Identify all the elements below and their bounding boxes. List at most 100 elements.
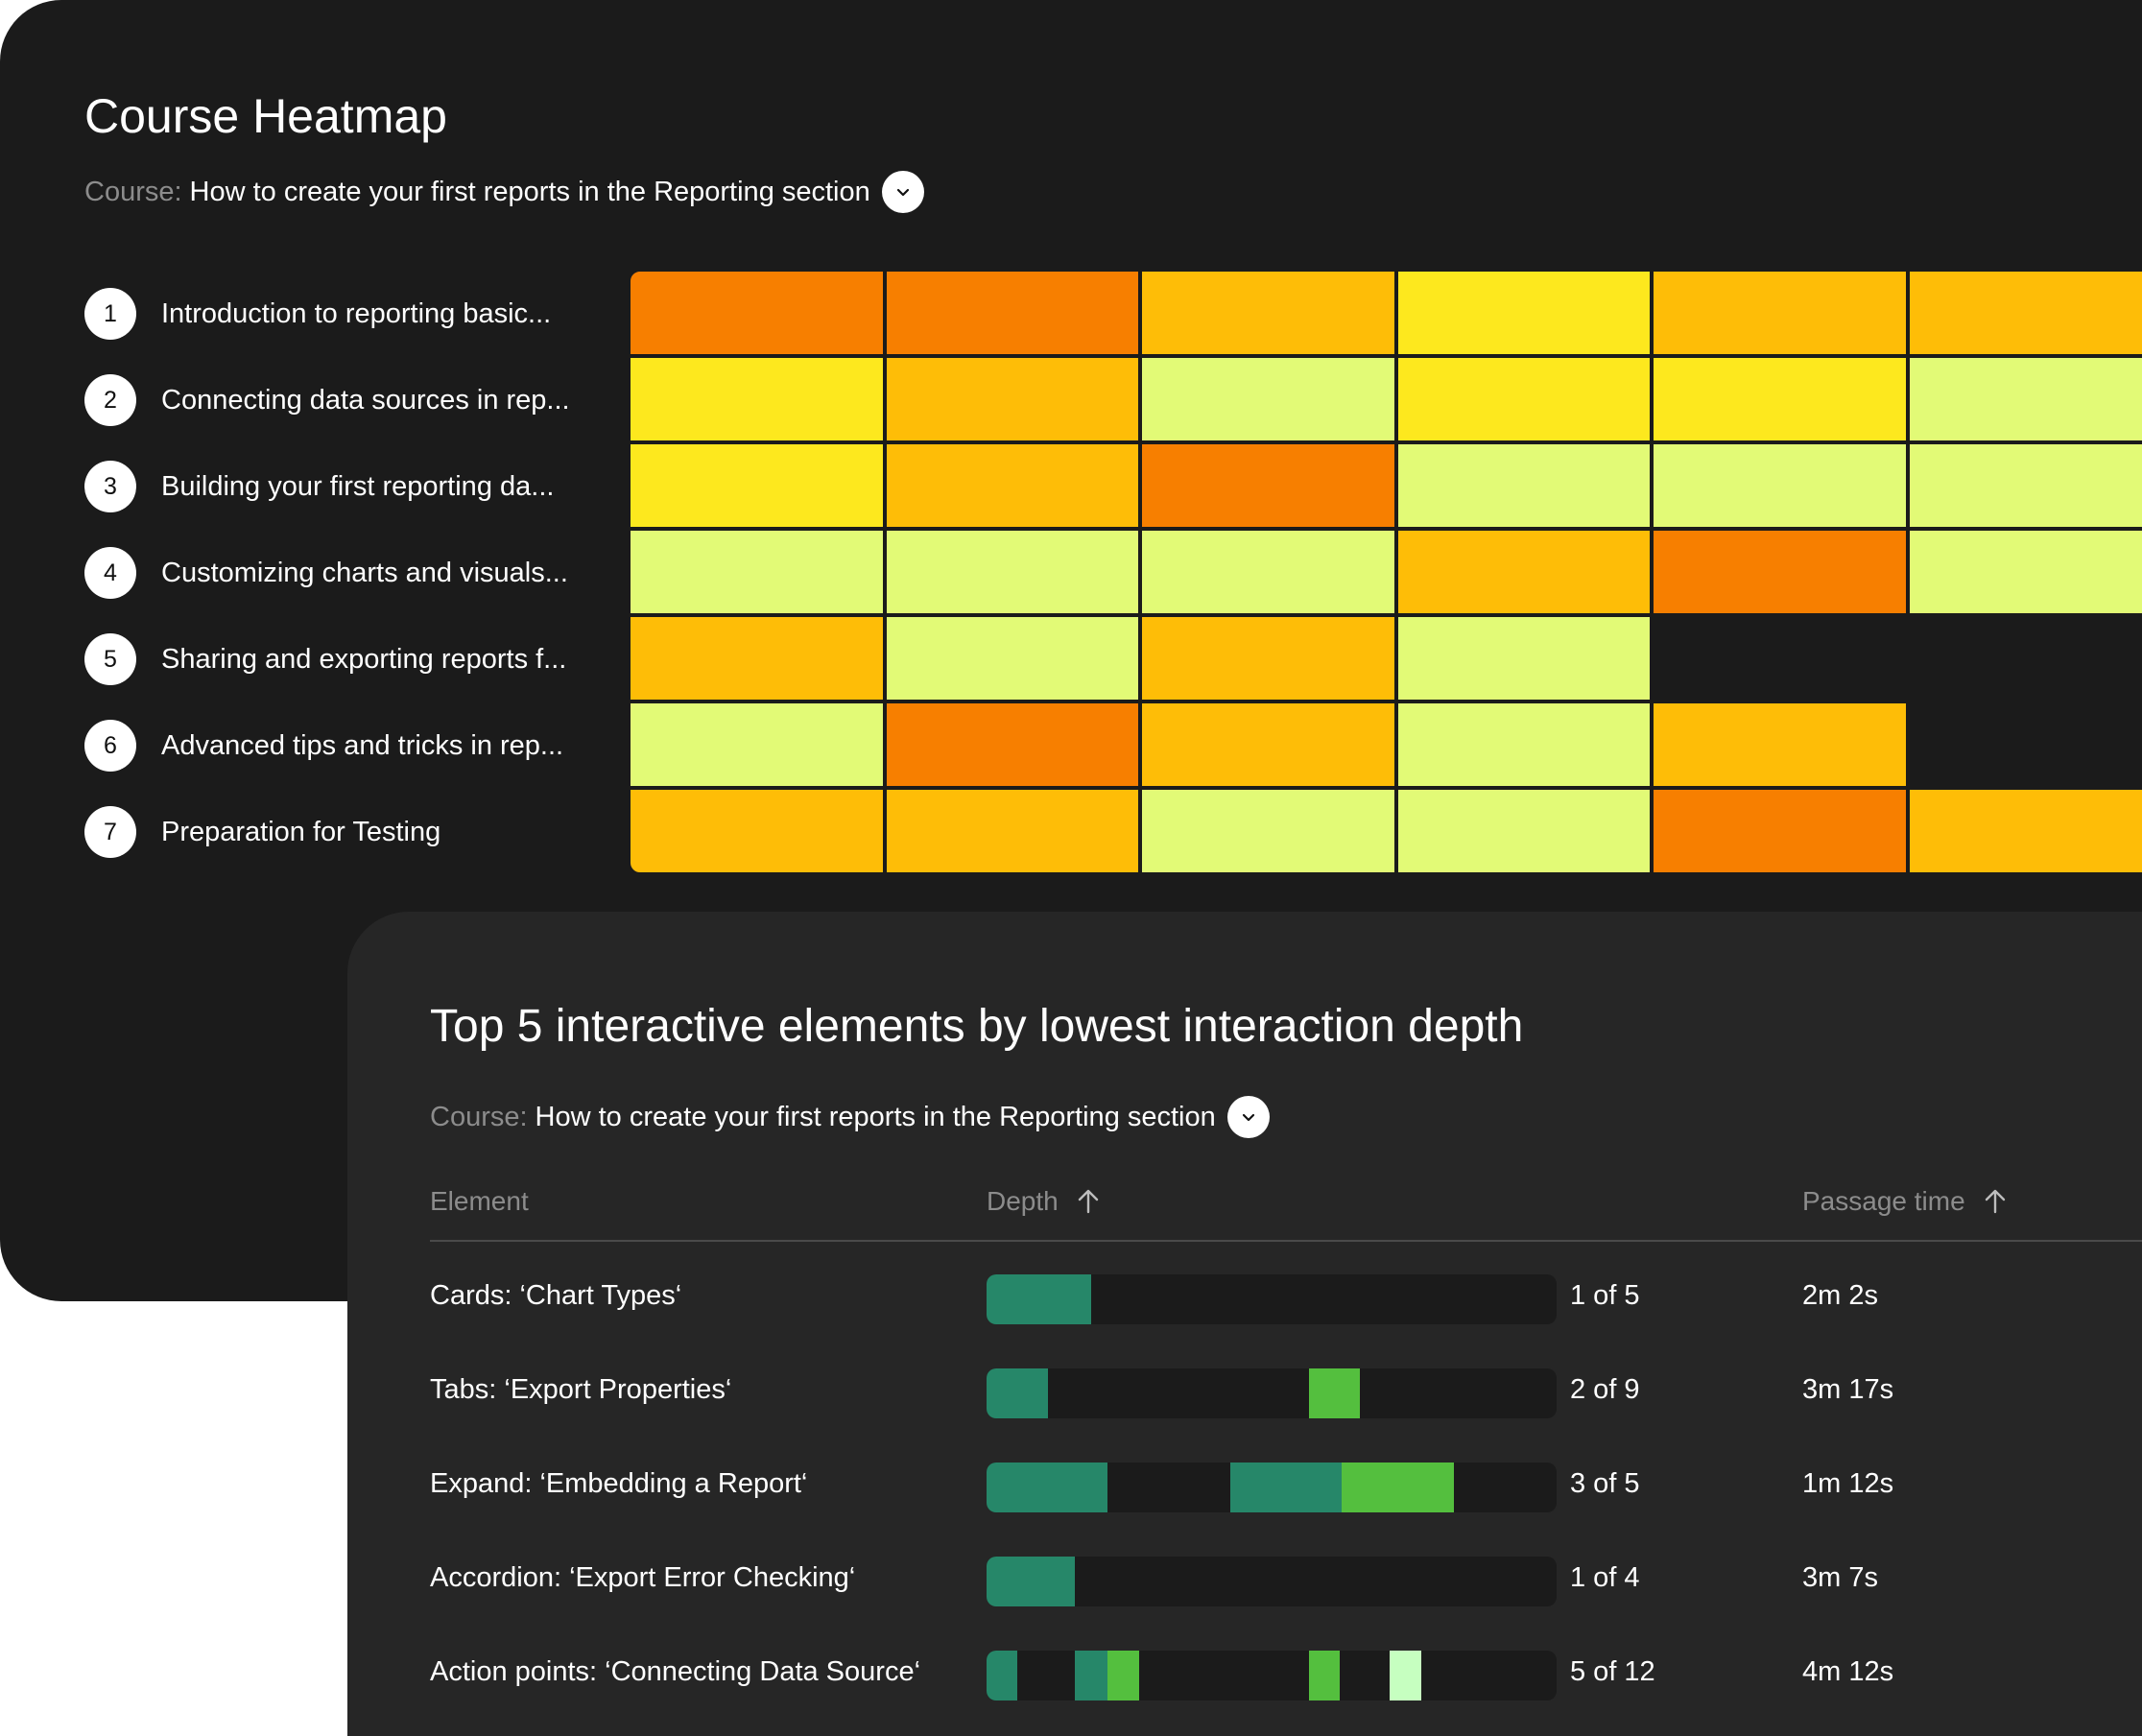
heatmap-cell[interactable] [884, 529, 1140, 615]
heatmap-cell[interactable] [1652, 270, 1908, 356]
depth-bar [987, 1368, 1557, 1418]
course-value[interactable]: How to create your first reports in the … [189, 176, 870, 207]
heatmap-cell[interactable] [629, 270, 885, 356]
lesson-title: Advanced tips and tricks in rep... [161, 729, 564, 761]
heatmap-cell[interactable] [1907, 356, 2142, 442]
heatmap-cell[interactable] [1140, 356, 1396, 442]
interaction-depth-card: Top 5 interactive elements by lowest int… [347, 912, 2142, 1736]
passage-time-value: 4m 12s [1802, 1656, 1894, 1687]
lesson-number: 2 [84, 374, 136, 426]
heatmap-cell[interactable] [629, 356, 885, 442]
heatmap-cell[interactable] [1140, 702, 1396, 788]
heatmap-cell[interactable] [629, 442, 885, 529]
lesson-item[interactable]: 2 Connecting data sources in rep... [84, 374, 570, 426]
column-time-label: Passage time [1802, 1186, 1965, 1216]
heatmap-cell[interactable] [1395, 788, 1652, 874]
depth-segment [1230, 1463, 1343, 1512]
heatmap-cell[interactable] [1395, 442, 1652, 529]
depth-segment [987, 1651, 1018, 1700]
heatmap-cell[interactable] [884, 702, 1140, 788]
element-name: Tabs: ‘Export Properties‘ [430, 1374, 732, 1405]
lesson-title: Building your first reporting da... [161, 470, 555, 502]
depth-segment [987, 1274, 1091, 1324]
heatmap-cell[interactable] [1652, 442, 1908, 529]
course-heatmap-card: Course Heatmap Course: How to create you… [0, 0, 2142, 1301]
element-name: Action points: ‘Connecting Data Source‘ [430, 1656, 921, 1687]
depth-card-title: Top 5 interactive elements by lowest int… [430, 1001, 1524, 1052]
depth-segment [1075, 1651, 1107, 1700]
heatmap-cell[interactable] [1652, 529, 1908, 615]
passage-time-value: 3m 17s [1802, 1374, 1894, 1405]
heatmap-cell[interactable] [1140, 788, 1396, 874]
lesson-title: Preparation for Testing [161, 816, 441, 847]
lesson-item[interactable]: 1 Introduction to reporting basic... [84, 288, 551, 340]
heatmap-cell[interactable] [629, 702, 885, 788]
lesson-number: 7 [84, 806, 136, 858]
heatmap-cell[interactable] [1140, 442, 1396, 529]
heatmap-cell[interactable] [1907, 270, 2142, 356]
element-name: Expand: ‘Embedding a Report‘ [430, 1468, 808, 1499]
course-selector[interactable]: Course: How to create your first reports… [430, 1096, 1270, 1138]
heatmap-cell[interactable] [884, 615, 1140, 702]
depth-segment [1342, 1463, 1455, 1512]
chevron-down-icon[interactable] [1226, 1096, 1270, 1138]
column-header-passage-time[interactable]: Passage time [1802, 1186, 2008, 1217]
lesson-number: 4 [84, 547, 136, 599]
heatmap-cell[interactable] [1395, 356, 1652, 442]
lesson-item[interactable]: 3 Building your first reporting da... [84, 461, 554, 512]
course-value[interactable]: How to create your first reports in the … [535, 1101, 1216, 1132]
depth-segment [1107, 1651, 1140, 1700]
lesson-item[interactable]: 7 Preparation for Testing [84, 806, 440, 858]
heatmap-cell[interactable] [629, 788, 885, 874]
column-header-depth[interactable]: Depth [987, 1186, 1101, 1217]
heatmap-cell[interactable] [629, 615, 885, 702]
depth-segment [1309, 1651, 1341, 1700]
heatmap-cell[interactable] [1395, 529, 1652, 615]
element-name: Accordion: ‘Export Error Checking‘ [430, 1562, 856, 1593]
arrow-up-icon[interactable] [1076, 1188, 1101, 1215]
lesson-item[interactable]: 4 Customizing charts and visuals... [84, 547, 568, 599]
chevron-down-icon[interactable] [881, 171, 924, 213]
heatmap-cell[interactable] [884, 270, 1140, 356]
lesson-number: 3 [84, 461, 136, 512]
heatmap-cell[interactable] [1395, 702, 1652, 788]
lesson-title: Connecting data sources in rep... [161, 384, 570, 416]
depth-bar [987, 1274, 1557, 1324]
heatmap-cell[interactable] [1652, 702, 1908, 788]
depth-bar [987, 1463, 1557, 1512]
depth-bar [987, 1651, 1557, 1700]
heatmap-cell[interactable] [1907, 442, 2142, 529]
lesson-number: 6 [84, 720, 136, 772]
heatmap-cell[interactable] [1907, 788, 2142, 874]
passage-time-value: 1m 12s [1802, 1468, 1894, 1499]
heatmap-cell[interactable] [1907, 529, 2142, 615]
column-header-element: Element [430, 1186, 529, 1217]
heatmap-cell[interactable] [884, 356, 1140, 442]
heatmap-cell[interactable] [1140, 615, 1396, 702]
arrow-up-icon[interactable] [1983, 1188, 2008, 1215]
depth-segment [987, 1368, 1049, 1418]
heatmap-cell[interactable] [1140, 270, 1396, 356]
heatmap-title: Course Heatmap [84, 89, 447, 143]
lesson-item[interactable]: 5 Sharing and exporting reports f... [84, 633, 566, 685]
course-label: Course: [84, 176, 182, 207]
heatmap-cell[interactable] [1652, 356, 1908, 442]
heatmap-cell[interactable] [884, 788, 1140, 874]
lesson-title: Sharing and exporting reports f... [161, 643, 567, 675]
depth-segment [987, 1463, 1107, 1512]
heatmap-cell[interactable] [1140, 529, 1396, 615]
depth-segment [1309, 1368, 1361, 1418]
depth-segment [1389, 1651, 1421, 1700]
lesson-item[interactable]: 6 Advanced tips and tricks in rep... [84, 720, 563, 772]
heatmap-cell[interactable] [629, 529, 885, 615]
heatmap-cell[interactable] [1652, 788, 1908, 874]
heatmap-cell[interactable] [884, 442, 1140, 529]
course-label: Course: [430, 1101, 528, 1132]
heatmap-cell[interactable] [1395, 615, 1652, 702]
passage-time-value: 2m 2s [1802, 1280, 1878, 1311]
depth-value: 5 of 12 [1570, 1656, 1655, 1687]
heatmap-cell[interactable] [1395, 270, 1652, 356]
column-depth-label: Depth [987, 1186, 1059, 1216]
lesson-title: Introduction to reporting basic... [161, 297, 552, 329]
course-selector[interactable]: Course: How to create your first reports… [84, 171, 924, 213]
